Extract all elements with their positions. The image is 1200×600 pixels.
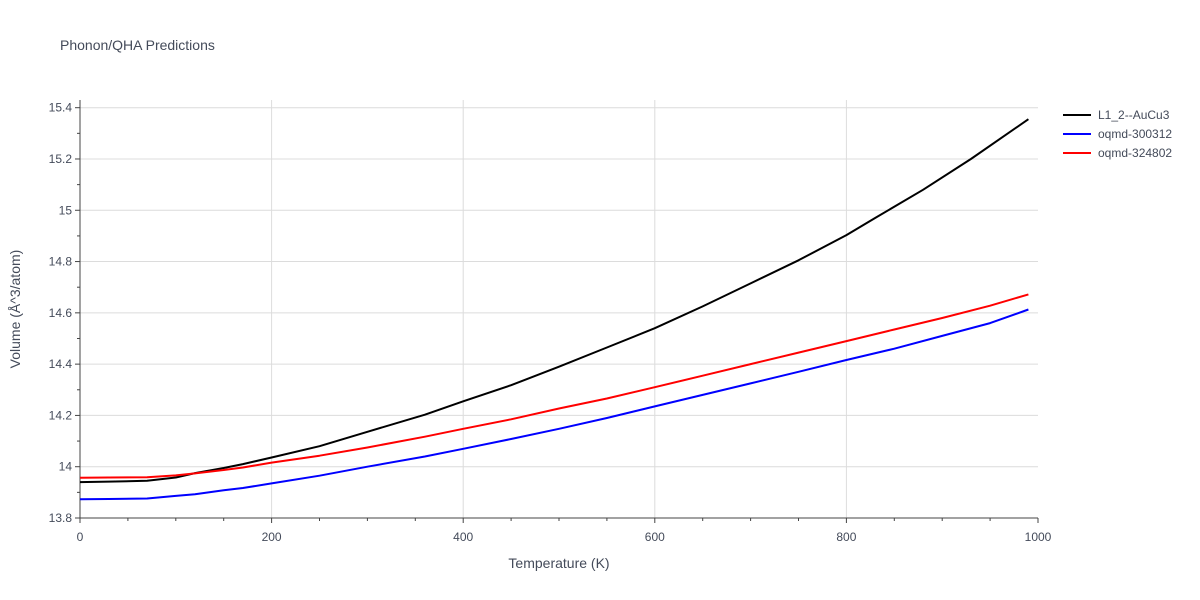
series-line-3[interactable] <box>79 293 1029 479</box>
chart-title: Phonon/QHA Predictions <box>60 37 215 53</box>
y-tick-label: 13.8 <box>49 511 73 525</box>
y-tick-label: 14.8 <box>49 255 73 269</box>
legend[interactable]: L1_2--AuCu3 oqmd-300312 oqmd-324802 <box>1063 108 1172 160</box>
y-tick-label: 15.2 <box>49 152 73 166</box>
x-tick-label: 800 <box>836 530 856 544</box>
series-group <box>79 118 1029 501</box>
y-tick-labels: 13.8 14 14.2 14.4 14.6 14.8 15 15.2 15.4 <box>49 101 73 525</box>
legend-label: oqmd-324802 <box>1098 146 1172 160</box>
legend-item[interactable]: oqmd-324802 <box>1063 146 1172 160</box>
x-tick-labels: 0 200 400 600 800 1000 <box>77 530 1052 544</box>
x-tick-label: 0 <box>77 530 84 544</box>
legend-item[interactable]: oqmd-300312 <box>1063 127 1172 141</box>
x-tick-label: 200 <box>262 530 282 544</box>
y-tick-label: 15.4 <box>49 101 73 115</box>
x-tick-label: 1000 <box>1025 530 1052 544</box>
y-axis-title: Volume (Å^3/atom) <box>7 250 23 369</box>
x-tick-label: 600 <box>645 530 665 544</box>
x-tick-label: 400 <box>453 530 473 544</box>
legend-item[interactable]: L1_2--AuCu3 <box>1063 108 1170 122</box>
y-tick-label: 15 <box>59 203 73 217</box>
legend-label: L1_2--AuCu3 <box>1098 108 1170 122</box>
x-axis-title: Temperature (K) <box>508 555 609 571</box>
y-tick-label: 14 <box>59 460 73 474</box>
y-tick-label: 14.2 <box>49 408 73 422</box>
y-tick-label: 14.4 <box>49 357 73 371</box>
legend-label: oqmd-300312 <box>1098 127 1172 141</box>
y-tick-label: 14.6 <box>49 306 73 320</box>
series-line-2[interactable] <box>79 308 1029 501</box>
axes <box>75 100 1039 523</box>
